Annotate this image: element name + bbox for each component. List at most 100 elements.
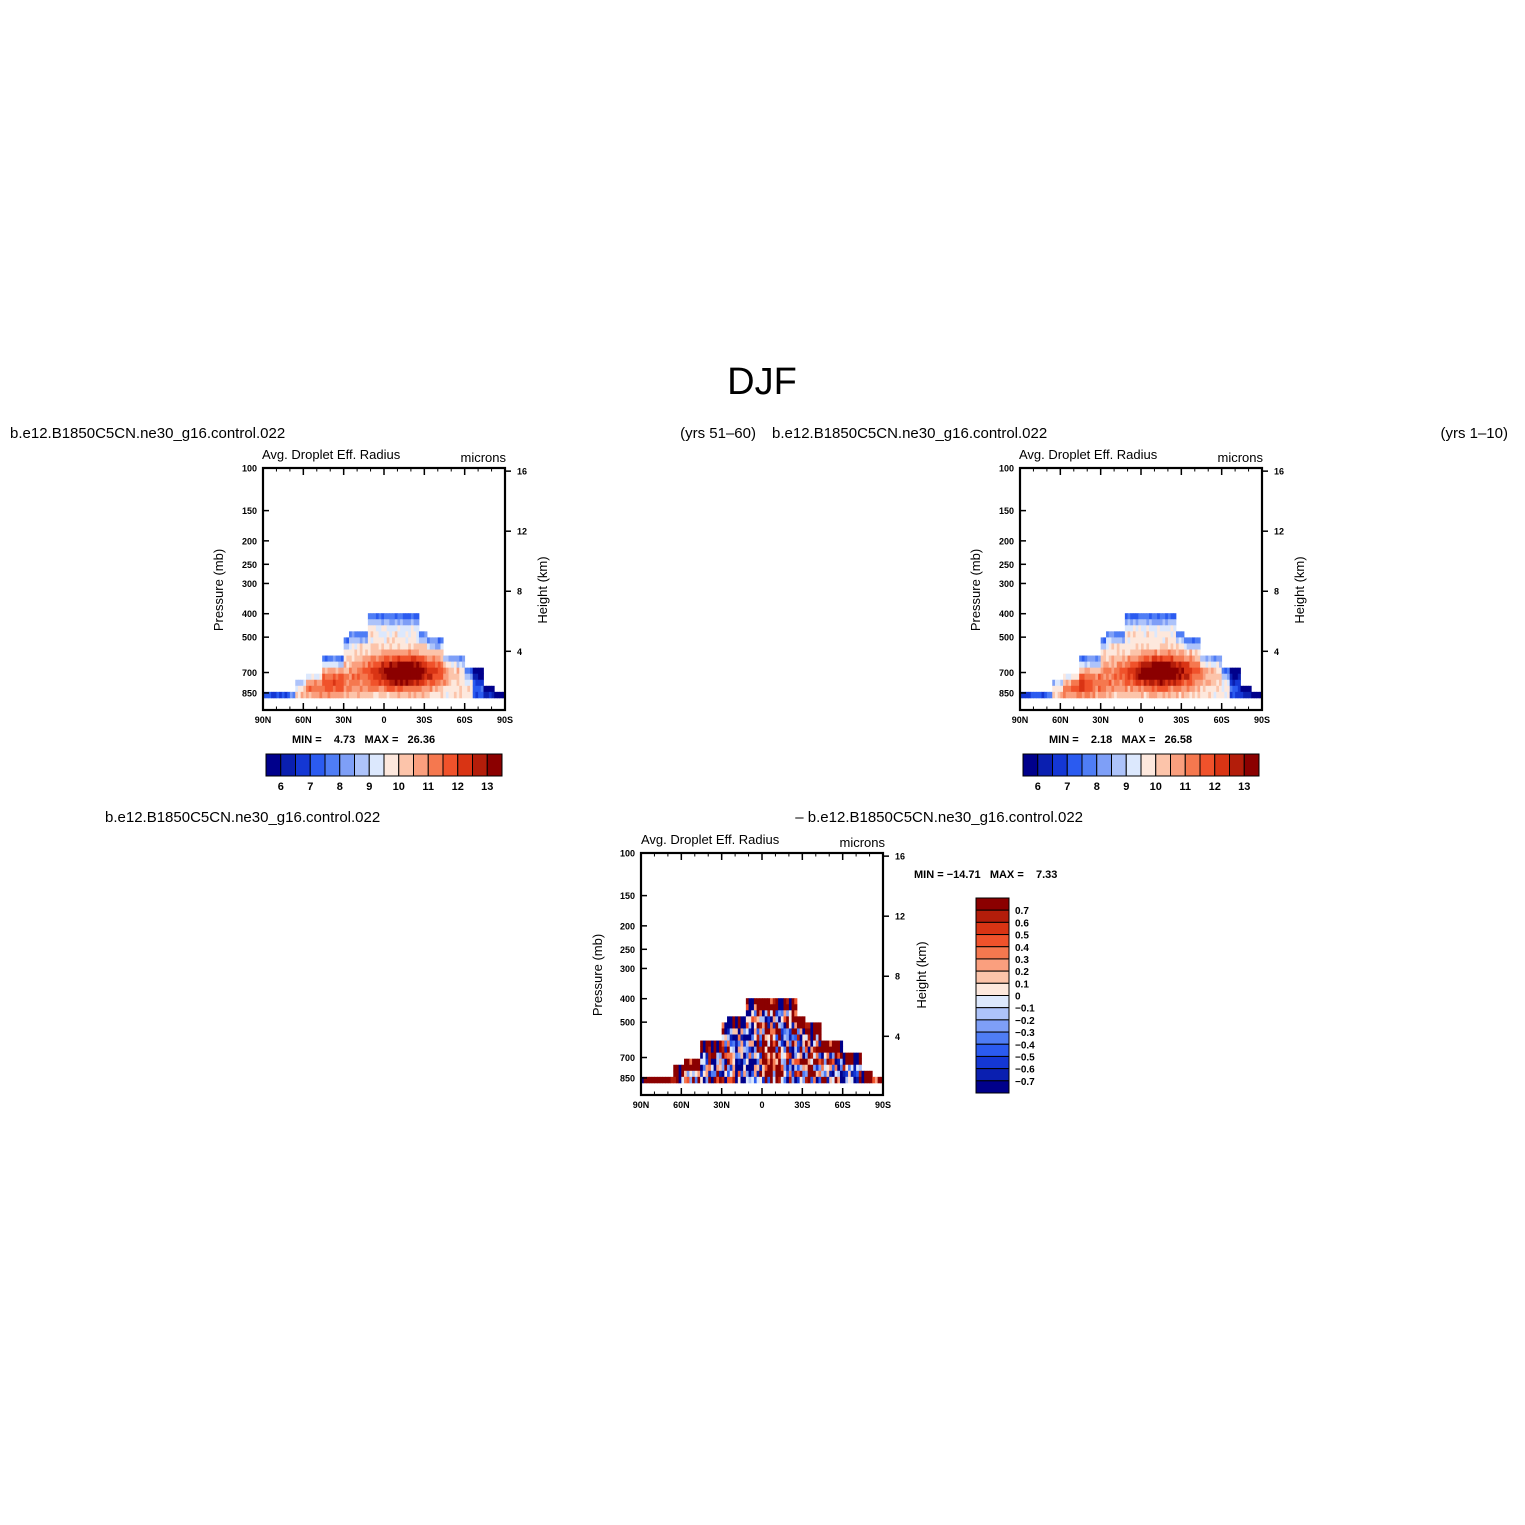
field-cell bbox=[1097, 685, 1102, 693]
field-cell bbox=[410, 631, 414, 638]
field-cell bbox=[1192, 667, 1196, 675]
field-cell bbox=[1184, 673, 1188, 681]
field-cell bbox=[435, 649, 439, 656]
field-cell bbox=[1073, 673, 1077, 681]
field-cell bbox=[1151, 679, 1155, 687]
field-cell bbox=[1189, 679, 1193, 687]
field-cell bbox=[343, 637, 347, 644]
field-cell bbox=[292, 691, 296, 699]
field-cell bbox=[461, 691, 466, 699]
field-cell bbox=[1200, 679, 1204, 687]
field-cell bbox=[689, 1070, 693, 1078]
field-cell bbox=[405, 661, 409, 669]
field-cell bbox=[362, 661, 366, 669]
field-cell bbox=[829, 1064, 833, 1072]
field-cell bbox=[461, 673, 466, 681]
field-cell bbox=[389, 619, 393, 626]
field-cell bbox=[767, 1070, 771, 1078]
field-cell bbox=[472, 685, 476, 693]
field-cell bbox=[799, 1046, 803, 1054]
field-cell bbox=[764, 1016, 768, 1023]
field-cell bbox=[1132, 613, 1137, 620]
field-cell bbox=[1200, 691, 1204, 699]
field-cell bbox=[732, 1040, 736, 1047]
field-cell bbox=[416, 667, 420, 675]
field-cell bbox=[303, 691, 307, 699]
field-cell bbox=[759, 1034, 763, 1041]
field-cell bbox=[1235, 673, 1239, 681]
field-cell bbox=[775, 1070, 779, 1078]
field-cell bbox=[1229, 685, 1233, 693]
field-cell bbox=[381, 643, 385, 650]
field-cell bbox=[343, 649, 347, 656]
field-cell bbox=[343, 673, 347, 681]
field-cell bbox=[362, 673, 366, 681]
field-cell bbox=[681, 1064, 685, 1072]
field-cell bbox=[815, 1076, 819, 1084]
field-cell bbox=[478, 667, 482, 675]
field-cell bbox=[440, 685, 444, 693]
field-cell bbox=[384, 685, 388, 693]
field-cell bbox=[705, 1076, 709, 1084]
field-cell bbox=[343, 655, 347, 662]
field-cell bbox=[1159, 679, 1163, 687]
field-cell bbox=[710, 1076, 714, 1084]
field-cell bbox=[1103, 691, 1107, 699]
field-cell bbox=[386, 685, 390, 693]
colorbar-swatch bbox=[1096, 753, 1112, 777]
panel-1: b.e12.B1850C5CN.ne30_g16.control.022 (yr… bbox=[10, 425, 756, 793]
field-cell bbox=[1154, 655, 1158, 662]
field-cell bbox=[756, 1040, 760, 1047]
field-cell bbox=[1063, 691, 1067, 699]
field-cell bbox=[713, 1052, 717, 1060]
field-cell bbox=[1106, 685, 1110, 693]
colorbar-label: 12 bbox=[1209, 781, 1221, 793]
field-cell bbox=[443, 685, 447, 693]
field-cell bbox=[810, 1046, 814, 1054]
field-cell bbox=[1159, 637, 1163, 644]
field-cell bbox=[381, 613, 385, 620]
field-cell bbox=[1154, 613, 1158, 620]
field-cell bbox=[1122, 661, 1126, 669]
field-cell bbox=[675, 1076, 680, 1084]
field-cell bbox=[1218, 691, 1223, 699]
field-cell bbox=[375, 673, 380, 681]
field-cell bbox=[794, 1040, 798, 1047]
field-cell bbox=[362, 649, 366, 656]
field-cell bbox=[453, 679, 457, 687]
field-cell bbox=[365, 643, 369, 650]
field-cell bbox=[1130, 625, 1134, 632]
x-tick-label: 0 bbox=[381, 715, 386, 725]
field-cell bbox=[316, 679, 320, 687]
field-cell bbox=[675, 1064, 680, 1072]
field-cell bbox=[1108, 637, 1112, 644]
field-cell bbox=[384, 625, 388, 632]
field-cell bbox=[359, 655, 363, 662]
field-cell bbox=[413, 619, 417, 626]
field-cell bbox=[429, 655, 433, 662]
field-cell bbox=[1100, 643, 1104, 650]
field-cell bbox=[435, 673, 439, 681]
field-cell bbox=[727, 1052, 731, 1060]
field-cell bbox=[686, 1070, 690, 1078]
field-cell bbox=[370, 667, 374, 675]
field-cell bbox=[716, 1058, 720, 1066]
field-cell bbox=[770, 1064, 774, 1072]
field-cell bbox=[1076, 679, 1080, 687]
x-tick-label: 60S bbox=[1214, 715, 1230, 725]
field-cell bbox=[810, 1034, 814, 1041]
field-cell bbox=[692, 1076, 696, 1084]
colorbar-label: −0.2 bbox=[1015, 1016, 1035, 1027]
field-cell bbox=[1071, 673, 1075, 681]
x-tick-label: 30N bbox=[1092, 715, 1109, 725]
field-cell bbox=[823, 1070, 827, 1078]
field-cell bbox=[1111, 679, 1115, 687]
field-cell bbox=[408, 667, 412, 675]
field-cell bbox=[349, 637, 353, 644]
field-cell bbox=[675, 1070, 680, 1078]
field-cell bbox=[689, 1058, 693, 1066]
field-cell bbox=[872, 1076, 876, 1084]
field-cell bbox=[1057, 691, 1061, 699]
x-tick-label: 0 bbox=[759, 1100, 764, 1110]
field-cell bbox=[365, 655, 369, 662]
